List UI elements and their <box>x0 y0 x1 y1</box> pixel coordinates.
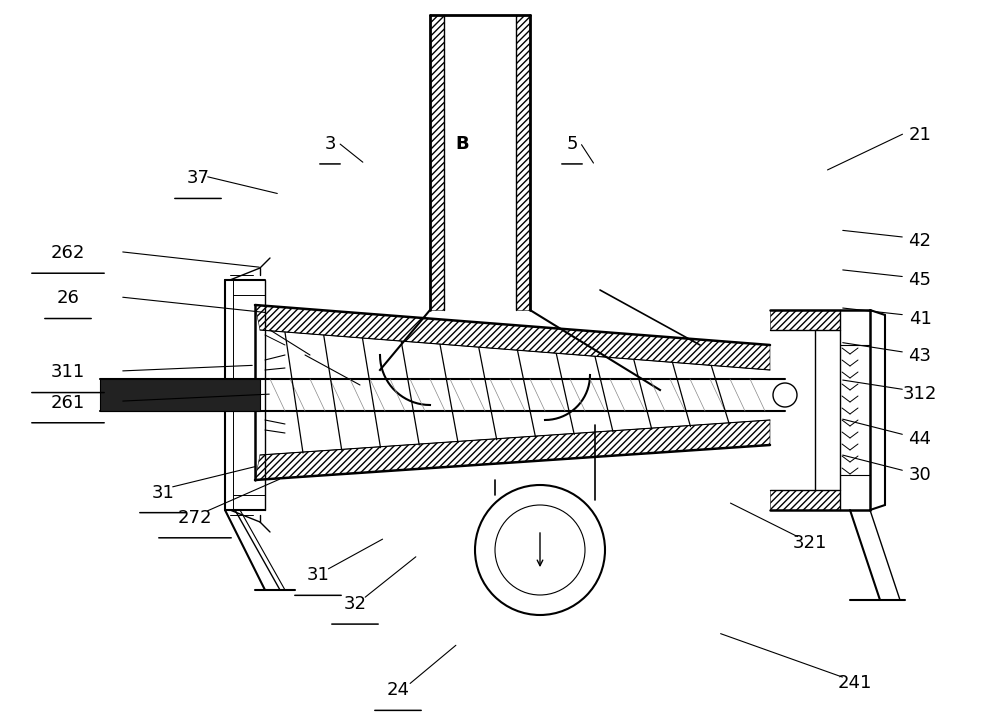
Text: 31: 31 <box>307 566 329 585</box>
Text: 312: 312 <box>903 385 937 403</box>
Text: 45: 45 <box>908 271 932 290</box>
Text: 30: 30 <box>909 465 931 484</box>
Text: 321: 321 <box>793 533 827 552</box>
Text: 262: 262 <box>51 244 85 262</box>
Text: 21: 21 <box>909 126 931 145</box>
Text: 311: 311 <box>51 363 85 382</box>
Text: 42: 42 <box>908 232 932 250</box>
Text: B: B <box>455 134 469 153</box>
Text: 44: 44 <box>908 429 932 448</box>
Circle shape <box>495 505 585 595</box>
Text: 43: 43 <box>908 347 932 365</box>
Text: 3: 3 <box>324 134 336 153</box>
Circle shape <box>773 383 797 407</box>
Text: 26: 26 <box>57 289 79 308</box>
Polygon shape <box>100 379 260 411</box>
Text: 241: 241 <box>838 674 872 692</box>
Text: 31: 31 <box>152 483 174 502</box>
Text: 261: 261 <box>51 393 85 412</box>
Text: 37: 37 <box>186 169 210 188</box>
Text: 32: 32 <box>344 595 366 613</box>
Text: 41: 41 <box>909 309 931 328</box>
Text: 272: 272 <box>178 508 212 527</box>
Text: 5: 5 <box>566 134 578 153</box>
Circle shape <box>475 485 605 615</box>
Text: 24: 24 <box>386 681 410 700</box>
